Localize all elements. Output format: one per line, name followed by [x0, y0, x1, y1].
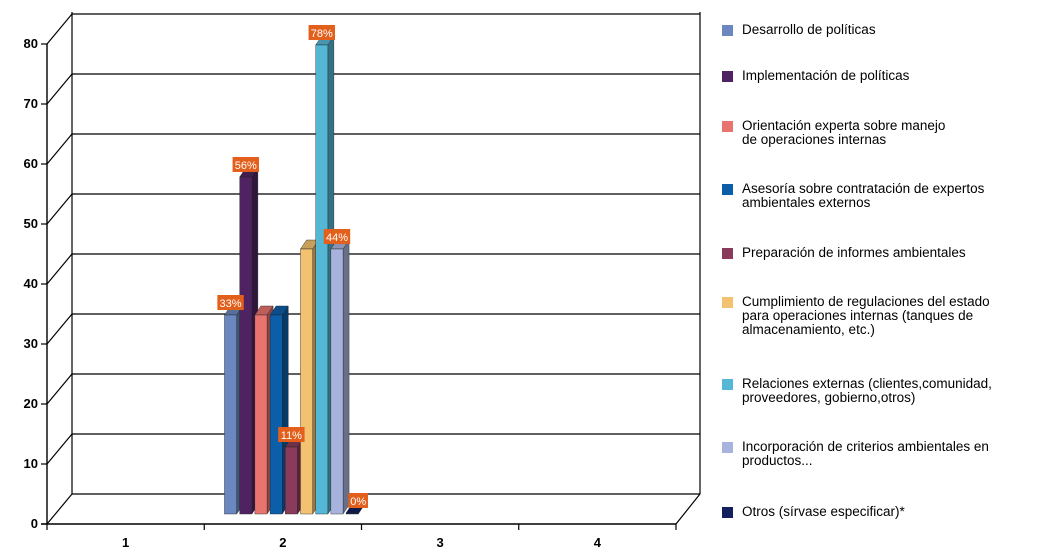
bar[interactable]	[330, 248, 344, 515]
legend-swatch	[722, 442, 733, 453]
gridline-side	[46, 433, 73, 465]
data-label-box	[232, 157, 259, 172]
legend-swatch	[722, 184, 733, 195]
bar[interactable]	[300, 248, 313, 515]
legend-item: Preparación de informes ambientales	[722, 246, 966, 260]
bar[interactable]	[345, 512, 359, 515]
bar[interactable]	[269, 314, 283, 515]
legend-label: Preparación de informes ambientales	[742, 245, 966, 260]
legend-item: Cumplimiento de regulaciones del estado …	[722, 295, 990, 337]
y-tick-label: 30	[24, 336, 38, 351]
legend-swatch	[722, 248, 733, 259]
legend-item: Desarrollo de políticas	[722, 23, 876, 37]
legend-label: Orientación experta sobre manejo de oper…	[742, 118, 946, 147]
gridline-side	[46, 253, 73, 285]
data-label: 11%	[281, 430, 302, 442]
legend-label: Otros (sírvase especificar)*	[742, 504, 905, 519]
data-label-box	[217, 295, 244, 310]
legend-item: Implementación de políticas	[722, 69, 909, 83]
legend-item: Asesoría sobre contratación de expertos …	[722, 182, 984, 210]
legend-swatch	[722, 71, 733, 82]
legend-swatch	[722, 379, 733, 390]
y-tick-label: 60	[24, 156, 38, 171]
legend-label: Relaciones externas (clientes,comunidad,…	[742, 376, 992, 405]
data-label: 33%	[220, 298, 242, 310]
y-tick-label: 80	[24, 36, 38, 51]
legend-item: Orientación experta sobre manejo de oper…	[722, 119, 945, 147]
gridline-side	[46, 133, 73, 165]
data-label: 0%	[350, 496, 366, 508]
y-tick-label: 40	[24, 276, 38, 291]
floor-right-edge	[675, 493, 701, 525]
legend-label: Cumplimiento de regulaciones del estado …	[742, 294, 990, 337]
x-category-label: 3	[437, 535, 444, 550]
legend-swatch	[722, 297, 733, 308]
floor-left-edge	[46, 493, 73, 525]
y-tick-label: 50	[24, 216, 38, 231]
bar[interactable]	[239, 176, 253, 515]
data-label-box	[278, 427, 305, 442]
x-category-label: 1	[122, 535, 129, 550]
data-label: 44%	[326, 232, 348, 244]
gridline-side	[46, 13, 73, 45]
bar[interactable]	[315, 44, 329, 515]
legend-swatch	[722, 507, 733, 518]
legend-swatch	[722, 25, 733, 36]
data-label: 78%	[311, 28, 333, 40]
x-category-label: 4	[594, 535, 602, 550]
legend-label: Incorporación de criterios ambientales e…	[742, 439, 989, 468]
y-tick-label: 70	[24, 96, 38, 111]
legend-swatch	[722, 121, 733, 132]
x-category-label: 2	[279, 535, 286, 550]
legend-item: Otros (sírvase especificar)*	[722, 505, 905, 519]
data-label-box	[308, 25, 335, 40]
gridline-side	[46, 373, 73, 405]
chart-legend: Desarrollo de políticas Implementación de…	[722, 0, 1052, 553]
y-tick-label: 10	[24, 456, 38, 471]
data-label-box	[323, 229, 351, 244]
legend-item: Relaciones externas (clientes,comunidad,…	[722, 377, 992, 405]
gridline-side	[46, 313, 73, 345]
chart-plot-area: 0 10 20 30 40 50 60 70 80 1 2 3 4 33% 56% 11% 78% 44% 0%	[24, 12, 701, 550]
legend-label: Asesoría sobre contratación de expertos …	[742, 181, 985, 210]
y-tick-label: 20	[24, 396, 38, 411]
bar[interactable]	[285, 446, 298, 515]
legend-label: Implementación de políticas	[742, 68, 910, 83]
bar[interactable]	[224, 314, 237, 515]
legend-label: Desarrollo de políticas	[742, 22, 876, 37]
legend-item: Incorporación de criterios ambientales e…	[722, 440, 989, 468]
bar[interactable]	[254, 314, 268, 515]
data-label-box	[348, 493, 368, 508]
bar-side	[342, 239, 350, 515]
gridline-side	[46, 193, 73, 225]
y-tick-label: 0	[31, 516, 38, 531]
data-label: 56%	[235, 160, 257, 172]
gridline-side	[46, 73, 73, 105]
